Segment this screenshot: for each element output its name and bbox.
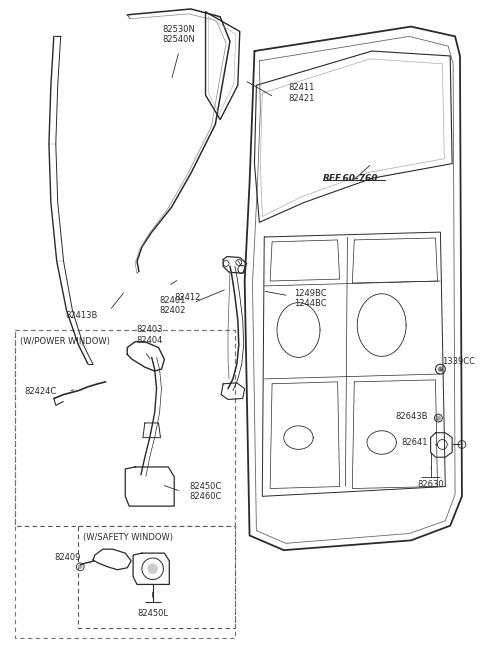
Text: 82412: 82412 xyxy=(174,293,201,302)
Bar xyxy=(15,330,235,526)
Text: 82641: 82641 xyxy=(401,438,428,447)
Text: REF.60-760: REF.60-760 xyxy=(323,173,378,183)
Circle shape xyxy=(436,416,441,420)
Circle shape xyxy=(144,479,159,494)
Text: (W/POWER WINDOW): (W/POWER WINDOW) xyxy=(20,337,109,346)
Circle shape xyxy=(78,565,82,569)
Text: 82401
82402: 82401 82402 xyxy=(159,296,186,315)
Circle shape xyxy=(438,367,443,372)
Text: 82413B: 82413B xyxy=(65,311,98,320)
Text: 82450C
82460C: 82450C 82460C xyxy=(189,482,221,501)
Text: 82424C: 82424C xyxy=(24,387,57,396)
Text: 82411
82421: 82411 82421 xyxy=(288,83,315,103)
Text: (W/SAFETY WINDOW): (W/SAFETY WINDOW) xyxy=(83,533,173,541)
Text: 82403
82404: 82403 82404 xyxy=(136,325,163,345)
Circle shape xyxy=(148,564,157,574)
Text: 82630: 82630 xyxy=(417,480,444,489)
Bar xyxy=(78,526,235,629)
Text: 82643B: 82643B xyxy=(395,411,428,420)
Text: 82409: 82409 xyxy=(55,553,81,562)
Text: 1339CC: 1339CC xyxy=(443,357,475,366)
Text: 82450L: 82450L xyxy=(137,609,168,618)
Bar xyxy=(15,330,235,638)
Text: 1249BC
1244BC: 1249BC 1244BC xyxy=(294,289,326,308)
Text: 82530N
82540N: 82530N 82540N xyxy=(163,25,195,44)
